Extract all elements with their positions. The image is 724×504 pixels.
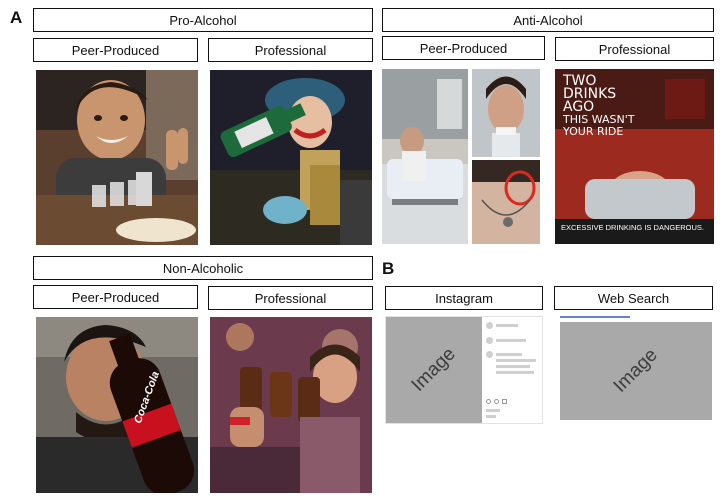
avatar: [486, 322, 493, 329]
ad-tagline: EXCESSIVE DRINKING IS DANGEROUS.: [561, 223, 704, 232]
web-search-label: Web Search: [554, 286, 713, 310]
ad-headline-line-4: THIS WASN'T: [563, 113, 635, 126]
web-search-image-placeholder: Image: [560, 322, 712, 420]
avatar: [486, 337, 493, 344]
instagram-image-placeholder: Image: [386, 317, 482, 423]
pro-alcohol-peer-label: Peer-Produced: [33, 38, 198, 62]
pro-alcohol-header: Pro-Alcohol: [33, 8, 373, 32]
share-icon: [502, 399, 507, 404]
non-alcoholic-peer-label: Peer-Produced: [33, 285, 198, 309]
soda-bottle-illustration: [36, 317, 198, 493]
anti-alcohol-professional-ad: TWO DRINKS AGO THIS WASN'T YOUR RIDE EXC…: [555, 69, 714, 244]
pro-alcohol-peer-illustration: [36, 70, 198, 245]
panel-b-letter: B: [382, 259, 395, 278]
hospital-bed-illustration: [382, 69, 468, 244]
ad-headline-line-2: DRINKS: [563, 86, 617, 102]
heart-icon: [486, 399, 491, 404]
panel-a-letter: A: [10, 8, 23, 27]
web-search-mockup: Image: [558, 316, 714, 422]
pro-alcohol-professional-label: Professional: [208, 38, 373, 62]
non-alcoholic-professional-photo: [210, 317, 372, 493]
web-search-image-word: Image: [609, 344, 662, 397]
comment-line: [496, 371, 534, 374]
ad-headline-line-5: YOUR RIDE: [563, 125, 624, 138]
anti-alcohol-header: Anti-Alcohol: [382, 8, 714, 32]
pro-alcohol-peer-photo: [36, 70, 198, 245]
likes-line: [486, 409, 500, 412]
comment-icon: [494, 399, 499, 404]
instagram-label: Instagram: [385, 286, 543, 310]
party-cheers-illustration: [210, 317, 372, 493]
comment-line: [496, 339, 526, 342]
anti-alcohol-peer-closeup-photo: [472, 69, 540, 157]
search-url-line: [560, 316, 630, 318]
ad-headline-line-1: TWO: [563, 73, 597, 89]
non-alcoholic-header: Non-Alcoholic: [33, 256, 373, 280]
neck-mark-illustration: [472, 160, 540, 244]
anti-alcohol-peer-label: Peer-Produced: [382, 36, 545, 60]
date-line: [486, 415, 496, 418]
instagram-post-mockup: Image: [385, 316, 543, 424]
non-alcoholic-peer-photo: Coca-Cola: [36, 317, 198, 493]
comment-line: [496, 359, 536, 362]
pro-alcohol-professional-illustration: [210, 70, 372, 245]
ambulance-scene-illustration: [555, 69, 714, 244]
ad-headline-line-3: AGO: [563, 99, 595, 115]
anti-alcohol-peer-hospital-photo: [382, 69, 468, 244]
avatar: [486, 351, 493, 358]
pro-alcohol-professional-photo: [210, 70, 372, 245]
comment-line: [496, 365, 530, 368]
anti-alcohol-professional-label: Professional: [555, 37, 714, 61]
anti-alcohol-peer-neck-photo: [472, 160, 540, 244]
username-line: [496, 324, 518, 327]
patient-closeup-illustration: [472, 69, 540, 157]
non-alcoholic-professional-label: Professional: [208, 286, 373, 310]
comment-line: [496, 353, 522, 356]
instagram-image-word: Image: [407, 343, 460, 396]
